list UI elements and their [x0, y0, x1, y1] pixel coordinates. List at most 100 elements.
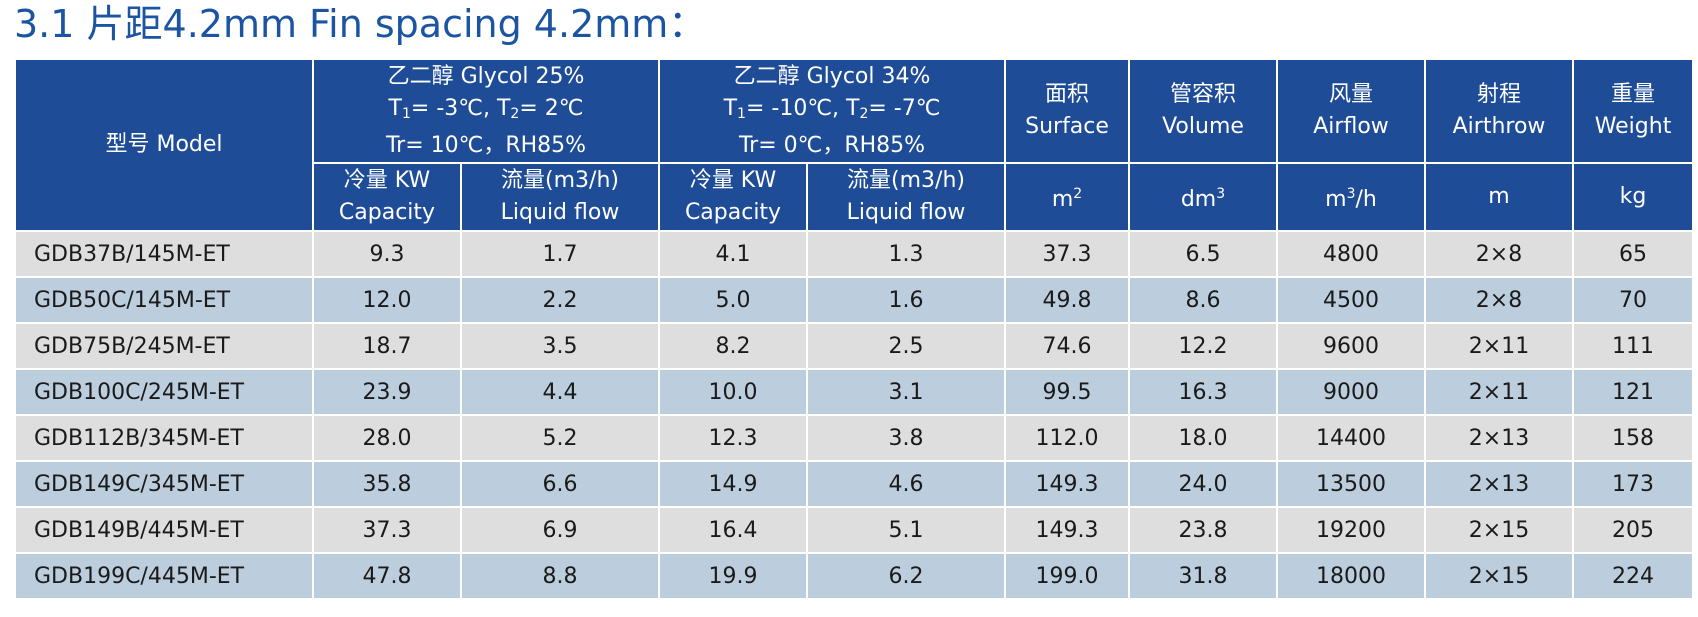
cell-capacity-25: 28.0	[312, 414, 462, 462]
cell-capacity-34: 14.9	[658, 460, 809, 508]
cell-liquid-flow-25: 5.2	[459, 414, 661, 462]
cell-model: GDB149C/345M-ET	[14, 460, 314, 508]
cell-weight: 224	[1572, 552, 1695, 600]
cell-weight: 158	[1572, 414, 1695, 462]
cell-airthrow: 2×13	[1424, 414, 1575, 462]
cell-capacity-25: 47.8	[312, 552, 462, 600]
cell-airthrow: 2×11	[1424, 322, 1575, 370]
header-weight: 重量 Weight	[1572, 58, 1695, 164]
cell-surface: 112.0	[1004, 414, 1131, 462]
unit-surface: m2	[1004, 162, 1131, 232]
cell-model: GDB149B/445M-ET	[14, 506, 314, 554]
cell-model: GDB37B/145M-ET	[14, 230, 314, 278]
cell-airthrow: 2×8	[1424, 276, 1575, 324]
unit-airthrow: m	[1424, 162, 1575, 232]
header-liquid-flow-34: 流量(m3/h) Liquid flow	[806, 162, 1007, 232]
glycol-25-concentration: 乙二醇 Glycol 25%	[387, 63, 585, 89]
cell-liquid-flow-25: 8.8	[459, 552, 661, 600]
cell-capacity-34: 12.3	[658, 414, 809, 462]
table-row: GDB199C/445M-ET 47.8 8.8 19.9 6.2 199.0 …	[14, 552, 1695, 600]
cell-airthrow: 2×13	[1424, 460, 1575, 508]
header-glycol-25: 乙二醇 Glycol 25% T1= -3℃, T2= 2℃ Tr= 10℃，R…	[311, 58, 661, 164]
header-volume: 管容积 Volume	[1128, 58, 1279, 164]
cell-liquid-flow-34: 1.3	[806, 230, 1007, 278]
table-row: GDB75B/245M-ET 18.7 3.5 8.2 2.5 74.6 12.…	[14, 322, 1695, 370]
cell-airthrow: 2×15	[1424, 552, 1575, 600]
cell-liquid-flow-34: 3.1	[806, 368, 1007, 416]
table-row: GDB100C/245M-ET 23.9 4.4 10.0 3.1 99.5 1…	[14, 368, 1695, 416]
cell-model: GDB112B/345M-ET	[14, 414, 314, 462]
header-airthrow: 射程 Airthrow	[1424, 58, 1575, 164]
header-model: 型号 Model	[14, 58, 314, 232]
cell-surface: 149.3	[1004, 460, 1131, 508]
cell-liquid-flow-34: 4.6	[806, 460, 1007, 508]
cell-surface: 49.8	[1004, 276, 1131, 324]
unit-weight: kg	[1572, 162, 1695, 232]
cell-airflow: 4500	[1276, 276, 1427, 324]
cell-capacity-34: 4.1	[658, 230, 809, 278]
cell-liquid-flow-25: 4.4	[459, 368, 661, 416]
cell-capacity-25: 18.7	[312, 322, 462, 370]
cell-surface: 37.3	[1004, 230, 1131, 278]
header-surface: 面积 Surface	[1004, 58, 1131, 164]
cell-liquid-flow-25: 2.2	[459, 276, 661, 324]
cell-capacity-25: 37.3	[312, 506, 462, 554]
cell-weight: 111	[1572, 322, 1695, 370]
cell-weight: 65	[1572, 230, 1695, 278]
cell-model: GDB199C/445M-ET	[14, 552, 314, 600]
glycol-25-temperatures: T1= -3℃, T2= 2℃	[388, 95, 584, 122]
header-liquid-flow-25: 流量(m3/h) Liquid flow	[459, 162, 661, 232]
header-airflow: 风量 Airflow	[1276, 58, 1427, 164]
cell-airthrow: 2×11	[1424, 368, 1575, 416]
cell-volume: 23.8	[1128, 506, 1279, 554]
cell-liquid-flow-34: 5.1	[806, 506, 1007, 554]
cell-capacity-25: 9.3	[312, 230, 462, 278]
cell-capacity-25: 35.8	[312, 460, 462, 508]
cell-model: GDB100C/245M-ET	[14, 368, 314, 416]
cell-surface: 149.3	[1004, 506, 1131, 554]
page-title: 3.1 片距4.2mm Fin spacing 4.2mm：	[14, 2, 707, 46]
cell-volume: 12.2	[1128, 322, 1279, 370]
table-row: GDB149B/445M-ET 37.3 6.9 16.4 5.1 149.3 …	[14, 506, 1695, 554]
cell-airflow: 14400	[1276, 414, 1427, 462]
cell-surface: 99.5	[1004, 368, 1131, 416]
cell-capacity-25: 23.9	[312, 368, 462, 416]
cell-airthrow: 2×15	[1424, 506, 1575, 554]
cell-capacity-34: 10.0	[658, 368, 809, 416]
cell-volume: 18.0	[1128, 414, 1279, 462]
glycol-25-room-conditions: Tr= 10℃，RH85%	[385, 132, 587, 158]
cell-weight: 121	[1572, 368, 1695, 416]
cell-airflow: 9600	[1276, 322, 1427, 370]
glycol-34-temperatures: T1= -10℃, T2= -7℃	[723, 95, 941, 122]
cell-weight: 173	[1572, 460, 1695, 508]
header-capacity-34: 冷量 KW Capacity	[658, 162, 809, 232]
cell-liquid-flow-34: 1.6	[806, 276, 1007, 324]
cell-model: GDB75B/245M-ET	[14, 322, 314, 370]
cell-liquid-flow-25: 1.7	[459, 230, 661, 278]
cell-liquid-flow-25: 3.5	[459, 322, 661, 370]
cell-volume: 24.0	[1128, 460, 1279, 508]
cell-volume: 31.8	[1128, 552, 1279, 600]
glycol-34-concentration: 乙二醇 Glycol 34%	[733, 63, 931, 89]
table-row: GDB37B/145M-ET 9.3 1.7 4.1 1.3 37.3 6.5 …	[14, 230, 1695, 278]
cell-airflow: 9000	[1276, 368, 1427, 416]
header-glycol-34: 乙二醇 Glycol 34% T1= -10℃, T2= -7℃ Tr= 0℃，…	[658, 58, 1007, 164]
cell-liquid-flow-34: 3.8	[806, 414, 1007, 462]
cell-airflow: 4800	[1276, 230, 1427, 278]
cell-liquid-flow-25: 6.6	[459, 460, 661, 508]
header-capacity-25: 冷量 KW Capacity	[312, 162, 462, 232]
cell-capacity-34: 5.0	[658, 276, 809, 324]
cell-airflow: 18000	[1276, 552, 1427, 600]
cell-volume: 6.5	[1128, 230, 1279, 278]
cell-airflow: 19200	[1276, 506, 1427, 554]
table-row: GDB50C/145M-ET 12.0 2.2 5.0 1.6 49.8 8.6…	[14, 276, 1695, 324]
cell-model: GDB50C/145M-ET	[14, 276, 314, 324]
cell-airthrow: 2×8	[1424, 230, 1575, 278]
cell-weight: 205	[1572, 506, 1695, 554]
spec-table: 型号 Model 乙二醇 Glycol 25% T1= -3℃, T2= 2℃ …	[14, 58, 1695, 600]
glycol-34-room-conditions: Tr= 0℃，RH85%	[738, 132, 926, 158]
cell-liquid-flow-25: 6.9	[459, 506, 661, 554]
unit-airflow: m3/h	[1276, 162, 1427, 232]
cell-liquid-flow-34: 6.2	[806, 552, 1007, 600]
unit-volume: dm3	[1128, 162, 1279, 232]
